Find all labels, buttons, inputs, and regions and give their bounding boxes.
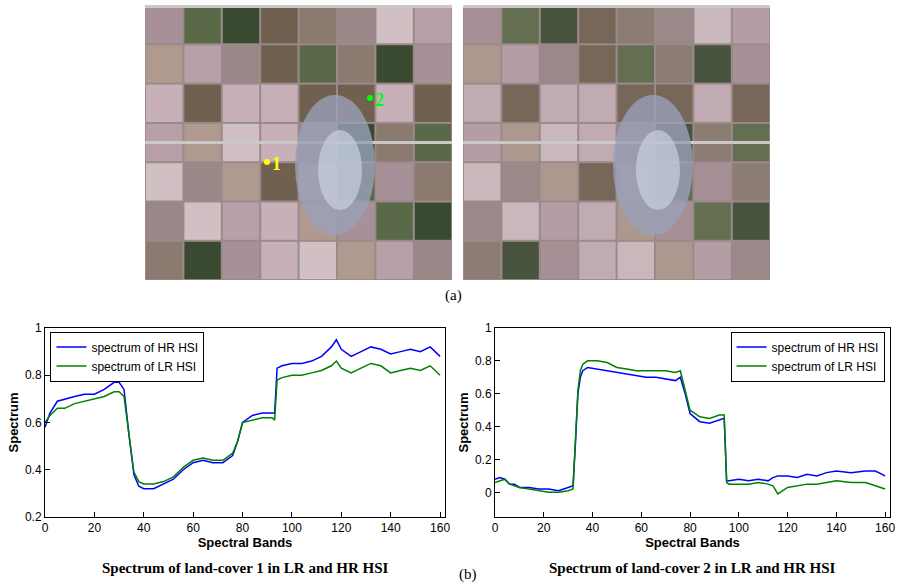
svg-text:40: 40 <box>586 521 600 535</box>
svg-text:Spectrum of land-cover 1 in LR: Spectrum of land-cover 1 in LR and HR HS… <box>102 560 389 576</box>
svg-text:0.4: 0.4 <box>475 420 492 434</box>
svg-text:Spectrum: Spectrum <box>456 393 471 453</box>
svg-text:spectrum of LR HSI: spectrum of LR HSI <box>91 360 196 374</box>
svg-text:100: 100 <box>729 521 749 535</box>
svg-text:spectrum of HR HSI: spectrum of HR HSI <box>772 341 879 355</box>
svg-text:60: 60 <box>186 521 200 535</box>
svg-text:0.8: 0.8 <box>475 354 492 368</box>
svg-text:80: 80 <box>236 521 250 535</box>
svg-text:120: 120 <box>778 521 798 535</box>
svg-text:(a): (a) <box>445 287 462 304</box>
svg-text:40: 40 <box>137 521 151 535</box>
svg-text:0.4: 0.4 <box>25 463 42 477</box>
svg-text:0.2: 0.2 <box>25 510 42 524</box>
svg-text:160: 160 <box>875 521 895 535</box>
svg-text:0.6: 0.6 <box>475 387 492 401</box>
svg-text:spectrum of LR HSI: spectrum of LR HSI <box>772 360 877 374</box>
svg-text:(b): (b) <box>459 566 477 583</box>
svg-text:100: 100 <box>282 521 302 535</box>
svg-text:1: 1 <box>35 321 42 335</box>
svg-text:0.6: 0.6 <box>25 416 42 430</box>
svg-text:Spectral Bands: Spectral Bands <box>198 535 293 550</box>
svg-text:1: 1 <box>485 321 492 335</box>
svg-text:0.2: 0.2 <box>475 453 492 467</box>
svg-text:2: 2 <box>375 90 384 110</box>
svg-text:spectrum of HR HSI: spectrum of HR HSI <box>91 341 198 355</box>
svg-text:0: 0 <box>42 521 49 535</box>
svg-text:0: 0 <box>485 486 492 500</box>
svg-text:120: 120 <box>331 521 351 535</box>
svg-text:20: 20 <box>537 521 551 535</box>
svg-text:Spectrum of land-cover 2 in LR: Spectrum of land-cover 2 in LR and HR HS… <box>549 560 836 576</box>
svg-text:0.8: 0.8 <box>25 368 42 382</box>
svg-text:80: 80 <box>683 521 697 535</box>
svg-text:0: 0 <box>492 521 499 535</box>
svg-text:160: 160 <box>430 521 450 535</box>
svg-text:60: 60 <box>635 521 649 535</box>
svg-text:140: 140 <box>826 521 846 535</box>
svg-text:Spectral Bands: Spectral Bands <box>645 535 740 550</box>
svg-text:Spectrum: Spectrum <box>6 393 21 453</box>
svg-text:140: 140 <box>381 521 401 535</box>
svg-text:1: 1 <box>272 154 281 174</box>
svg-text:20: 20 <box>88 521 102 535</box>
